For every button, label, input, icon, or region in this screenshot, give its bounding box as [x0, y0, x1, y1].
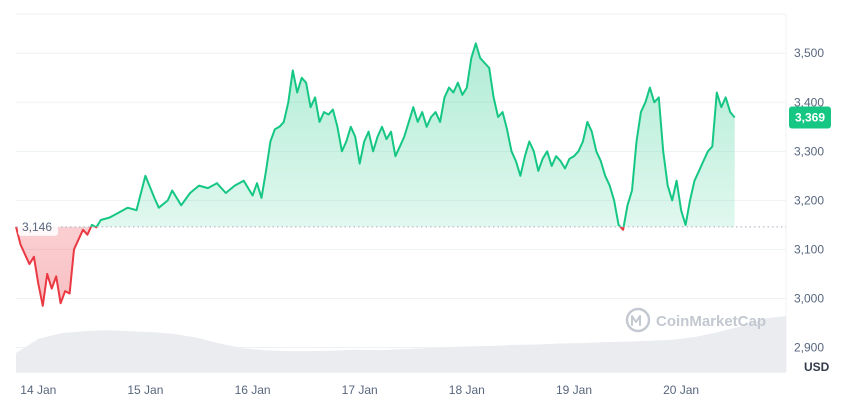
x-axis-ticks: 14 Jan 15 Jan 16 Jan 17 Jan 18 Jan 19 Jan 20 J… — [20, 383, 699, 397]
coinmarketcap-logo-icon — [625, 307, 651, 333]
y-tick-label: 3,100 — [794, 242, 824, 256]
y-axis-unit: USD — [804, 360, 830, 374]
price-area-group — [16, 43, 735, 306]
y-tick-label: 3,500 — [794, 46, 824, 60]
current-price-badge: 3,369 — [789, 106, 831, 129]
y-axis-ticks: 2,900 3,000 3,100 3,200 3,300 3,400 3,500 — [794, 46, 824, 354]
logo-mark — [631, 315, 641, 326]
x-tick-label: 15 Jan — [127, 383, 163, 397]
volume-area — [16, 316, 786, 372]
y-tick-label: 2,900 — [794, 340, 824, 354]
reference-label-bg — [18, 216, 58, 236]
y-tick-label: 3,200 — [794, 193, 824, 207]
y-tick-label: 3,000 — [794, 291, 824, 305]
x-tick-label: 17 Jan — [342, 383, 378, 397]
x-tick-label: 19 Jan — [556, 383, 592, 397]
logo-ring — [625, 307, 651, 333]
volume-area-group — [16, 316, 786, 372]
reference-group: 3,146 — [16, 216, 786, 236]
x-tick-label: 14 Jan — [20, 383, 56, 397]
price-area-down — [16, 226, 624, 306]
price-area-up — [16, 43, 735, 227]
y-tick-label: 3,400 — [794, 95, 824, 109]
current-price-badge-bg — [789, 106, 831, 129]
x-tick-label: 16 Jan — [235, 383, 271, 397]
x-tick-label: 20 Jan — [663, 383, 699, 397]
watermark-text: CoinMarketCap — [656, 313, 766, 330]
reference-label: 3,146 — [22, 220, 52, 234]
price-line-group — [15, 42, 736, 307]
price-line-up — [15, 42, 736, 227]
x-tick-label: 18 Jan — [449, 383, 485, 397]
current-price-label: 3,369 — [795, 111, 825, 125]
watermark: CoinMarketCap — [625, 307, 766, 333]
y-tick-label: 3,300 — [794, 144, 824, 158]
